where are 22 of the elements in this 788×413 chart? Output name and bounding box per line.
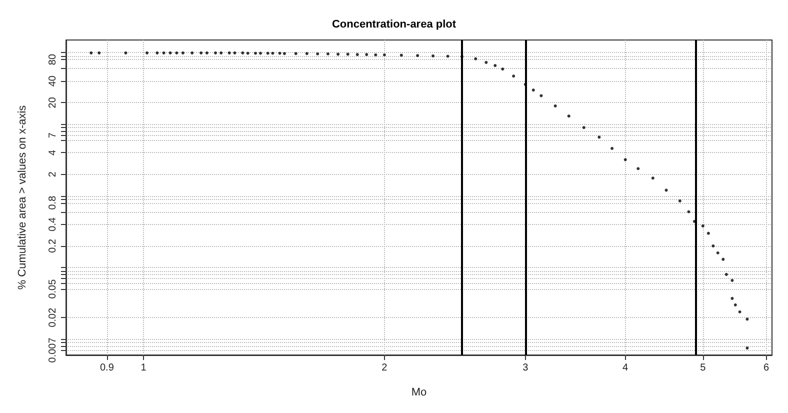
x-tick-label: 0.9 [100,362,114,374]
y-tick-label: 0.05 [48,278,58,299]
y-axis-title: % Cumulative area > values on x-axis [16,104,28,290]
y-tick-label: 0.02 [48,307,58,328]
y-tick-label: 0.007 [48,337,58,363]
chart-title: Concentration-area plot [332,18,456,30]
y-tick-label: 0.4 [48,216,58,232]
x-tick-label: 1 [140,362,147,374]
x-axis-title: Mo [411,386,427,398]
x-tick-label: 4 [622,362,629,374]
y-tick-label: 20 [48,96,58,108]
y-tick-label: 2 [48,171,58,178]
y-tick-label: 7 [48,132,58,138]
x-tick-label: 3 [522,362,529,374]
x-tick-label: 2 [382,362,388,374]
y-tick-label: 40 [48,75,58,87]
y-tick-label: 4 [48,150,58,156]
x-tick-label: 5 [700,362,706,374]
x-tick-label: 6 [763,362,770,374]
y-tick-label: 80 [48,54,58,66]
y-tick-label: 0.8 [48,195,58,210]
y-tick-label: 0.2 [48,238,58,253]
